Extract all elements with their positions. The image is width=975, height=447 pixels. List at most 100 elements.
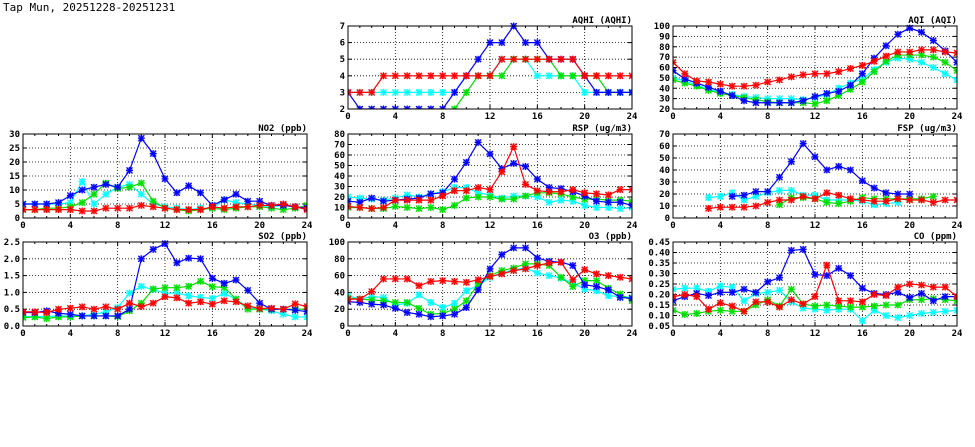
data-point: [451, 88, 458, 96]
y-tick-label: 60: [334, 151, 345, 161]
y-tick-label: 50: [334, 162, 345, 172]
x-tick-label: 20: [254, 221, 265, 231]
marker-star: [593, 204, 600, 211]
data-point: [474, 184, 482, 192]
data-point: [681, 291, 689, 298]
marker-star: [740, 203, 748, 211]
y-tick-label: 70: [659, 53, 670, 63]
data-point: [894, 198, 902, 206]
data-point: [787, 246, 795, 254]
marker-star: [462, 297, 470, 305]
data-point: [498, 39, 506, 47]
marker-star: [451, 299, 458, 307]
marker-star: [208, 274, 216, 282]
marker-star: [858, 303, 866, 311]
marker-star: [569, 262, 577, 270]
marker-star: [693, 284, 701, 292]
marker-star: [581, 201, 589, 209]
y-tick-label: 0.45: [648, 238, 670, 248]
data-point: [291, 203, 299, 211]
marker-star: [161, 204, 169, 212]
marker-star: [522, 244, 529, 252]
marker-star: [894, 288, 902, 296]
data-point: [114, 305, 122, 313]
marker-star: [569, 186, 577, 194]
data-point: [462, 194, 470, 202]
x-tick-label: 8: [440, 221, 445, 231]
marker-star: [811, 195, 819, 203]
marker-star: [380, 301, 387, 309]
data-point: [929, 46, 937, 54]
data-point: [616, 198, 624, 206]
data-point: [941, 283, 949, 291]
marker-star: [149, 299, 157, 307]
marker-star: [462, 187, 470, 195]
data-point: [55, 206, 62, 214]
data-point: [693, 293, 701, 301]
data-point: [232, 276, 240, 284]
marker-star: [486, 72, 494, 80]
marker-star: [220, 283, 228, 291]
marker-star: [78, 178, 86, 186]
marker-star: [380, 197, 387, 205]
data-point: [185, 182, 193, 190]
marker-star: [498, 251, 506, 259]
data-point: [368, 288, 376, 296]
chart-title: O3 (ppb): [589, 232, 632, 242]
data-point: [474, 72, 482, 80]
data-point: [906, 55, 914, 63]
marker-star: [451, 277, 458, 285]
marker-star: [616, 88, 624, 96]
data-point: [918, 46, 925, 54]
marker-star: [427, 313, 435, 321]
data-point: [787, 99, 795, 107]
x-tick-label: 8: [765, 221, 770, 231]
x-tick-label: 4: [718, 221, 724, 231]
marker-star: [693, 77, 701, 85]
marker-star: [356, 295, 364, 303]
y-tick-label: 60: [659, 142, 670, 152]
y-tick-label: 90: [659, 32, 670, 42]
marker-star: [149, 245, 157, 253]
data-point: [604, 72, 612, 80]
data-point: [451, 187, 458, 195]
data-point: [23, 200, 27, 208]
data-point: [161, 289, 169, 297]
data-point: [439, 277, 447, 285]
marker-star: [114, 312, 122, 320]
data-point: [557, 196, 565, 204]
y-tick-label: 60: [659, 64, 670, 74]
data-point: [185, 254, 193, 262]
x-tick-label: 4: [393, 112, 399, 122]
marker-star: [823, 198, 831, 206]
marker-star: [823, 261, 831, 269]
data-point: [835, 264, 843, 272]
marker-star: [43, 200, 51, 208]
y-tick-label: 0.5: [4, 305, 20, 315]
marker-star: [941, 293, 949, 301]
marker-star: [906, 190, 914, 198]
series-4: [23, 293, 307, 317]
marker-star: [486, 272, 494, 280]
data-point: [173, 294, 181, 302]
data-point: [705, 287, 712, 295]
data-point: [799, 304, 807, 312]
marker-star: [78, 199, 86, 207]
marker-star: [811, 70, 819, 78]
marker-star: [716, 288, 724, 296]
marker-star: [66, 206, 74, 214]
plot-frame: [347, 241, 633, 327]
data-point: [31, 200, 39, 208]
marker-star: [616, 273, 624, 281]
data-point: [545, 72, 553, 80]
marker-star: [581, 285, 589, 293]
marker-star: [593, 287, 600, 295]
marker-star: [291, 300, 299, 308]
data-point: [391, 196, 399, 204]
data-point: [220, 196, 228, 204]
y-tick-label: 0.20: [648, 291, 670, 301]
chart-title: AQI (AQI): [908, 16, 957, 26]
marker-star: [604, 204, 612, 211]
marker-star: [185, 299, 193, 307]
marker-star: [847, 85, 854, 93]
